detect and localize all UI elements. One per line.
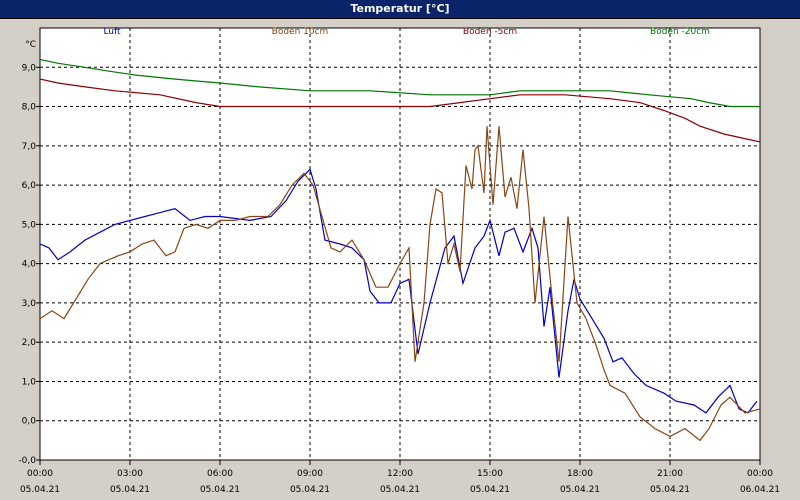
series-line-boden-10cm [39, 126, 761, 442]
x-tick-date: 05.04.21 [470, 485, 510, 495]
x-tick-time: 12:00 [387, 469, 413, 479]
y-tick-label: 2,0 [22, 338, 37, 348]
x-tick-date: 05.04.21 [560, 485, 600, 495]
y-tick-label: 4,0 [22, 260, 37, 270]
x-tick-time: 00:00 [27, 469, 53, 479]
x-tick-date: 05.04.21 [200, 485, 240, 495]
y-tick-label: 1,0 [22, 377, 37, 387]
x-tick-date: 06.04.21 [740, 485, 780, 495]
series-line-boden-20cm [39, 58, 760, 108]
legend-item: Boden -20cm [650, 27, 710, 37]
x-tick-date: 05.04.21 [110, 485, 150, 495]
x-tick-date: 05.04.21 [20, 485, 60, 495]
y-tick-label: 6,0 [22, 181, 37, 191]
legend-item: Boden 10cm [272, 27, 329, 37]
chart-title-bar: Temperatur [°C] [0, 0, 800, 19]
x-tick-time: 21:00 [657, 469, 683, 479]
x-tick-date: 05.04.21 [650, 485, 690, 495]
y-tick-label: 9,0 [22, 63, 37, 73]
x-tick-time: 00:00 [747, 469, 773, 479]
x-tick-time: 15:00 [477, 469, 503, 479]
x-tick-date: 05.04.21 [380, 485, 420, 495]
legend-item: Luft [103, 27, 121, 37]
x-tick-time: 18:00 [567, 469, 593, 479]
y-tick-label: -0,0 [18, 456, 36, 466]
x-tick-time: 09:00 [297, 469, 323, 479]
chart-title: Temperatur [°C] [350, 2, 450, 15]
y-tick-label: 3,0 [22, 299, 37, 309]
y-tick-label: 7,0 [22, 142, 37, 152]
legend-item: Boden -5cm [463, 27, 517, 37]
y-tick-label: 8,0 [22, 103, 37, 113]
series-line-boden-5cm [39, 78, 761, 143]
series-line-luft [39, 168, 758, 414]
y-tick-label: 0,0 [22, 417, 37, 427]
x-tick-time: 06:00 [207, 469, 233, 479]
y-tick-label: 5,0 [22, 220, 37, 230]
x-tick-date: 05.04.21 [290, 485, 330, 495]
x-tick-time: 03:00 [117, 469, 143, 479]
y-axis-unit: °C [25, 40, 36, 50]
